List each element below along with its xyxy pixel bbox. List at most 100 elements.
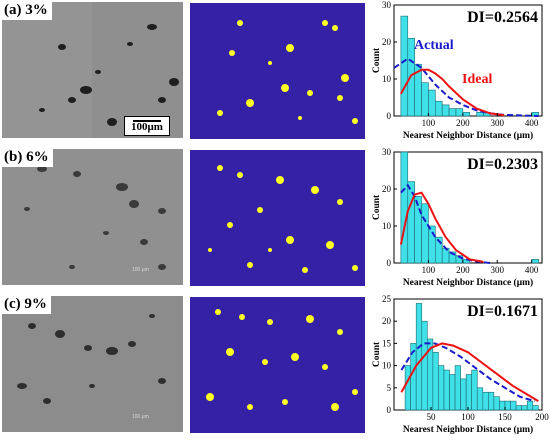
histogram-bar	[454, 365, 461, 411]
y-tick-label: 20	[382, 316, 392, 326]
histogram-svg-c: 0 5 10 15 20 25 50 100 150 200 DI=0.1671 Nearest Ne…	[372, 294, 549, 435]
x-tick-label: 400	[525, 265, 539, 275]
x-tick-label: 300	[491, 118, 505, 128]
di-value: DI=0.1671	[467, 303, 538, 320]
actual-curve	[400, 342, 535, 403]
histogram-bar	[521, 405, 528, 411]
panel-label-b: (b) 6%	[2, 149, 53, 167]
histogram-bar	[531, 259, 539, 264]
ideal-curve	[399, 191, 484, 263]
micrograph-c: (c) 9% 100 μm	[2, 296, 183, 432]
x-axis-label: Nearest Neighbor Distance (μm)	[403, 424, 533, 435]
histogram-a: 0 10 20 30 100 200 300 400 DI=0.2564 Nearest Neig…	[368, 0, 550, 143]
micrograph-texture-b	[2, 149, 183, 285]
histogram-bar	[504, 400, 511, 411]
x-tick-label: 50	[427, 412, 437, 422]
histogram-bar	[465, 374, 473, 411]
histogram-bar	[488, 391, 495, 411]
histogram-bar	[460, 378, 467, 411]
segmentation-particles-a	[217, 20, 358, 124]
histogram-bar	[499, 400, 506, 411]
di-value: DI=0.2303	[467, 156, 538, 173]
row-c: (c) 9% 100 μm 0 5 10 15 20 25 50 100 150 200 DI=0.…	[0, 294, 550, 437]
scale-bar-a: 100μm	[124, 116, 170, 136]
scale-bar-line-a	[133, 120, 161, 122]
scale-label-c: 100 μm	[132, 414, 149, 420]
y-tick-label: 20	[382, 184, 392, 194]
y-tick-label: 0	[387, 405, 392, 415]
x-tick-label: 400	[525, 118, 539, 128]
histogram-svg-b: 0 10 20 30 100 200 300 400 DI=0.2303 Nearest Neig…	[372, 147, 543, 288]
histogram-svg-a: 0 10 20 30 100 200 300 400 DI=0.2564 Nearest Neig…	[372, 0, 543, 141]
y-tick-label: 10	[382, 361, 392, 371]
histogram-bar	[443, 369, 450, 411]
y-tick-label: 10	[382, 74, 392, 84]
histogram-bar	[400, 151, 409, 264]
histogram-bar	[404, 365, 411, 411]
histogram-bar	[438, 365, 445, 411]
histogram-bar	[400, 15, 409, 117]
row-a: (a) 3% 100μm 0 10 20 30 100 200 300 400 DI=0.256…	[0, 0, 550, 143]
row-b: (b) 6% 100 μm 0 10 20 30 100 200 300 400 DI=0.23…	[0, 147, 550, 290]
x-axis-label: Nearest Neighbor Distance (μm)	[403, 130, 533, 141]
histogram-bar	[449, 374, 456, 411]
y-tick-label: 10	[382, 221, 392, 231]
histogram-bar	[421, 82, 429, 117]
histogram-bar	[510, 400, 517, 411]
histogram-bar	[435, 100, 443, 117]
histogram-bar	[462, 112, 471, 117]
x-tick-label: 200	[456, 118, 470, 128]
x-tick-label: 200	[535, 412, 549, 422]
histogram-bar	[482, 391, 489, 411]
ideal-curve	[400, 68, 505, 117]
micrograph-b: (b) 6% 100 μm	[2, 149, 183, 285]
y-tick-label: 15	[382, 338, 392, 348]
histogram-bar	[526, 400, 534, 411]
y-tick-label: 30	[382, 0, 392, 10]
y-axis-label: Count	[372, 47, 382, 73]
ideal-curve	[400, 342, 539, 402]
scale-label-b: 100 μm	[132, 267, 149, 273]
histogram-bar	[414, 196, 422, 264]
histogram-c: 0 5 10 15 20 25 50 100 150 200 DI=0.1671 Nearest Ne…	[368, 294, 550, 437]
histogram-b: 0 10 20 30 100 200 300 400 DI=0.2303 Nearest Neig…	[368, 147, 550, 290]
y-tick-label: 0	[387, 258, 392, 268]
histogram-bar	[421, 203, 429, 264]
histogram-bar	[448, 108, 457, 117]
segmentation-particles-b	[208, 165, 358, 273]
histogram-bar	[455, 108, 464, 117]
y-tick-label: 20	[382, 37, 392, 47]
y-axis-label: Count	[372, 194, 382, 220]
y-tick-label: 30	[382, 147, 392, 157]
scale-label-a: 100μm	[131, 121, 163, 133]
histogram-bar	[432, 351, 439, 411]
histogram-bar	[421, 320, 428, 411]
y-tick-label: 5	[387, 383, 392, 393]
histogram-bar	[415, 303, 423, 411]
ideal-label: Ideal	[462, 72, 492, 87]
micrograph-texture-a	[2, 2, 183, 138]
y-tick-label: 25	[382, 294, 392, 304]
di-value: DI=0.2564	[467, 9, 538, 26]
histogram-bar	[471, 369, 478, 411]
y-axis-label: Count	[372, 341, 382, 367]
micrograph-a: (a) 3% 100μm	[2, 2, 183, 138]
x-tick-label: 300	[491, 265, 505, 275]
x-tick-label: 100	[422, 118, 436, 128]
histogram-bar	[532, 405, 539, 411]
panel-label-a: (a) 3%	[2, 2, 52, 20]
y-tick-label: 0	[387, 111, 392, 121]
x-tick-label: 150	[498, 412, 512, 422]
segmentation-a	[190, 3, 365, 139]
histogram-bar	[476, 112, 484, 117]
segmentation-particles-c	[206, 309, 358, 411]
x-tick-label: 200	[456, 265, 470, 275]
x-tick-label: 100	[422, 265, 436, 275]
histogram-bar	[441, 247, 450, 264]
segmentation-c	[190, 297, 365, 433]
histogram-bar	[493, 396, 500, 411]
histogram-bar	[428, 225, 436, 264]
histogram-bar	[515, 405, 522, 411]
histogram-bar	[476, 387, 484, 411]
micrograph-texture-c	[2, 296, 183, 432]
